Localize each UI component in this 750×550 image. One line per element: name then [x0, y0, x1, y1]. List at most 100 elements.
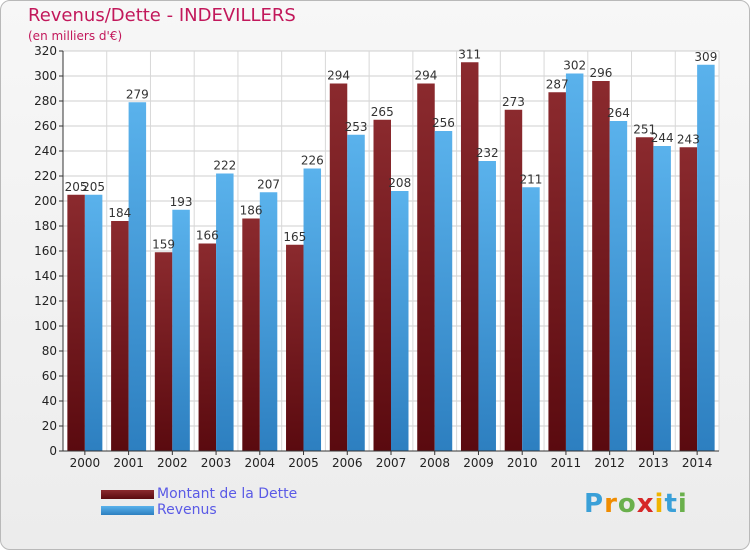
logo-letter: o: [617, 489, 637, 519]
data-label: 205: [82, 180, 105, 194]
data-label: 193: [170, 195, 193, 209]
bar-revenus: [391, 191, 409, 451]
y-tick-label: 0: [49, 444, 57, 458]
data-label: 253: [345, 120, 368, 134]
y-tick-label: 140: [34, 269, 57, 283]
bar-dette: [329, 83, 348, 451]
data-label: 311: [458, 47, 481, 61]
x-tick-label: 2013: [638, 456, 669, 470]
bar-revenus: [347, 134, 365, 451]
bar-revenus: [259, 192, 278, 451]
x-tick-label: 2006: [332, 456, 363, 470]
x-tick-label: 2004: [245, 456, 276, 470]
data-label: 166: [196, 229, 219, 243]
data-label: 222: [213, 159, 236, 173]
x-tick-label: 2002: [157, 456, 188, 470]
logo-letter: t: [664, 489, 678, 519]
bar-revenus: [303, 168, 322, 451]
data-label: 243: [677, 132, 700, 146]
bar-revenus: [84, 194, 103, 451]
bar-dette: [592, 81, 610, 451]
data-label: 273: [502, 95, 525, 109]
y-tick-label: 120: [34, 294, 57, 308]
bar-dette: [373, 119, 391, 451]
y-tick-label: 220: [34, 169, 57, 183]
bar-dette: [679, 147, 698, 451]
axes: 0 20 40 60 80 100 120 140 160 180 200 220 240 260 280 3…: [34, 44, 719, 470]
x-tick-label: 2001: [113, 456, 144, 470]
data-label: 184: [108, 206, 131, 220]
legend-swatch-dette: [101, 490, 154, 499]
y-tick-label: 320: [34, 44, 57, 58]
logo-letter: x: [636, 489, 655, 519]
bar-dette: [67, 194, 85, 451]
x-tick-label: 2014: [682, 456, 713, 470]
logo-letter: i: [677, 489, 688, 519]
chart-title: Revenus/Dette - INDEVILLERS: [28, 5, 296, 26]
x-tick-label: 2008: [419, 456, 450, 470]
data-label: 287: [546, 77, 569, 91]
bars: [67, 62, 715, 451]
bar-dette: [635, 137, 654, 451]
y-tick-label: 180: [34, 219, 57, 233]
y-tick-label: 200: [34, 194, 57, 208]
y-tick-label: 160: [34, 244, 57, 258]
bar-dette: [417, 83, 435, 451]
bar-revenus: [478, 161, 496, 451]
x-tick-label: 2007: [376, 456, 407, 470]
bar-revenus: [434, 131, 453, 451]
x-tick-label: 2010: [507, 456, 538, 470]
data-label: 159: [152, 237, 175, 251]
x-tick-label: 2003: [201, 456, 232, 470]
data-label: 244: [651, 131, 674, 145]
data-labels: 2052051842791591931662221862071652262942…: [65, 47, 718, 251]
bar-dette: [198, 243, 217, 451]
y-tick-label: 300: [34, 69, 57, 83]
legend-label-dette: Montant de la Dette: [157, 486, 298, 502]
bar-dette: [242, 218, 260, 451]
data-label: 296: [589, 66, 612, 80]
x-tick-label: 2011: [551, 456, 582, 470]
legend-label-revenus: Revenus: [157, 502, 217, 518]
y-tick-label: 60: [42, 369, 57, 383]
proxiti-logo: Proxiti: [584, 489, 688, 519]
y-tick-label: 280: [34, 94, 57, 108]
data-label: 205: [65, 180, 88, 194]
data-label: 207: [257, 177, 280, 191]
bar-dette: [286, 244, 304, 451]
data-label: 294: [327, 69, 350, 83]
data-label: 232: [476, 146, 499, 160]
y-tick-label: 80: [42, 344, 57, 358]
x-tick-label: 2012: [594, 456, 625, 470]
logo-letter: r: [604, 489, 618, 519]
bar-dette: [154, 252, 173, 451]
bar-revenus: [128, 102, 147, 451]
chart-subtitle: (en milliers d'€): [28, 29, 123, 43]
bar-revenus: [522, 187, 540, 451]
data-label: 186: [240, 204, 263, 218]
data-label: 264: [607, 106, 630, 120]
bar-revenus: [609, 121, 628, 451]
x-tick-label: 2009: [463, 456, 494, 470]
bar-dette: [548, 92, 566, 451]
bar-dette: [111, 221, 129, 451]
x-tick-label: 2005: [288, 456, 319, 470]
y-tick-label: 20: [42, 419, 57, 433]
bar-revenus: [216, 173, 234, 451]
logo-letter: P: [584, 489, 605, 519]
logo-letter: i: [654, 489, 665, 519]
bar-dette: [504, 109, 523, 451]
data-label: 265: [371, 105, 394, 119]
y-tick-label: 260: [34, 119, 57, 133]
data-label: 279: [126, 87, 149, 101]
bar-revenus: [172, 209, 190, 451]
data-label: 294: [415, 69, 438, 83]
y-tick-label: 40: [42, 394, 57, 408]
data-label: 302: [563, 59, 586, 73]
legend-swatch-revenus: [101, 506, 154, 515]
bar-revenus: [565, 73, 584, 451]
data-label: 165: [283, 230, 306, 244]
y-tick-label: 100: [34, 319, 57, 333]
